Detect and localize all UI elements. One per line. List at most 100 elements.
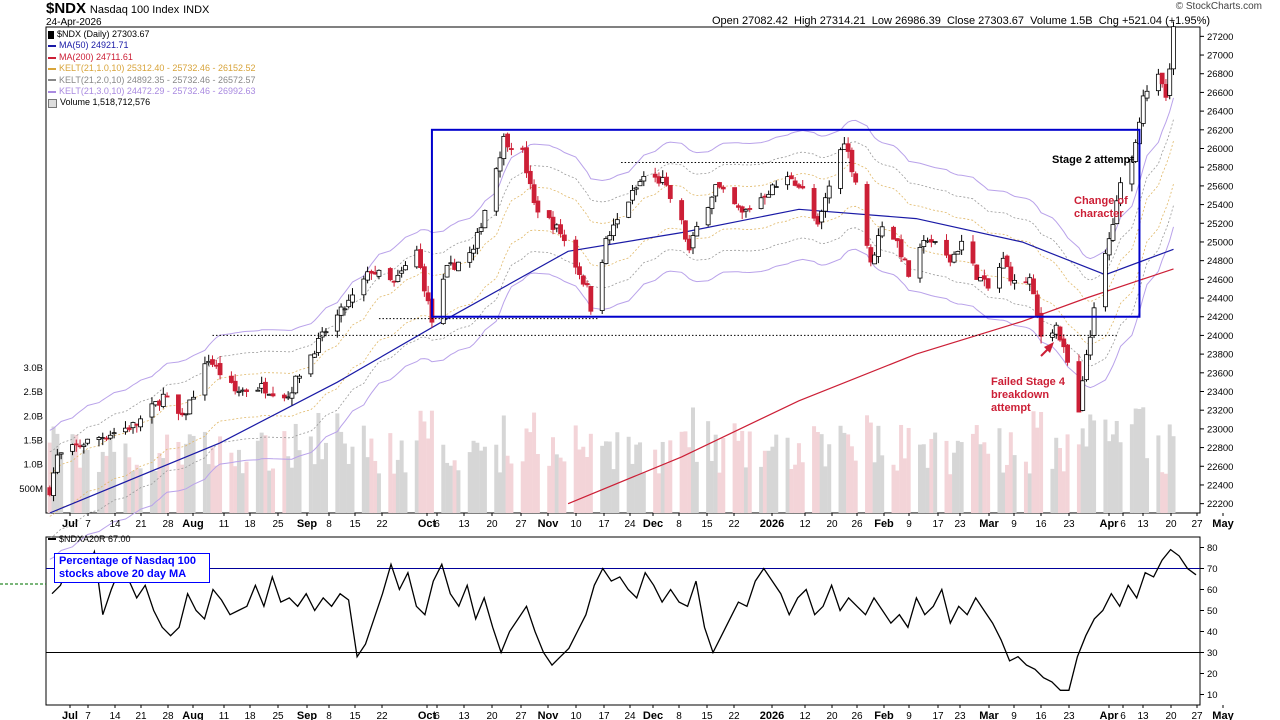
volume-bar xyxy=(1050,468,1055,513)
volume-bar xyxy=(1137,408,1142,513)
x-tick-label: 27 xyxy=(1191,711,1203,720)
candle-body xyxy=(853,173,859,183)
volume-tick-label: 1.5B xyxy=(23,436,43,447)
chart-title: $NDX Nasdaq 100 Index INDX xyxy=(46,0,209,17)
candle-body xyxy=(811,188,817,219)
y-tick-label: 26800 xyxy=(1207,69,1233,80)
candle-body xyxy=(1133,142,1139,162)
legend-swatch xyxy=(48,30,54,39)
candle-body xyxy=(550,216,556,230)
ma200-line xyxy=(567,268,1174,505)
candle-body xyxy=(917,247,923,279)
volume-bar xyxy=(218,436,223,513)
volume-bar xyxy=(664,463,669,513)
y-tick-label: 24600 xyxy=(1207,275,1233,286)
y-tick-label: 26200 xyxy=(1207,125,1233,136)
x-tick-label: 17 xyxy=(598,519,610,530)
volume-tick-label: 1.0B xyxy=(23,460,43,471)
volume-bar xyxy=(933,432,938,513)
candle-body xyxy=(838,149,843,189)
volume-bar xyxy=(558,457,563,513)
candle-body xyxy=(395,274,401,282)
volume-bar xyxy=(445,462,450,513)
volume-bar xyxy=(399,440,404,513)
keltner-channels xyxy=(49,97,1174,560)
y-tick-label: 23400 xyxy=(1207,387,1233,398)
candle-body xyxy=(1065,344,1070,363)
chg-label: Chg xyxy=(1098,15,1119,27)
price-legend: $NDX (Daily) 27303.67 MA(50) 24921.71 MA(2… xyxy=(48,29,255,109)
volume-bar xyxy=(853,460,858,513)
volume-bar xyxy=(600,445,605,513)
candle-body xyxy=(981,275,987,280)
candle-body xyxy=(611,224,616,237)
candle-body xyxy=(1087,336,1093,356)
volume-bar xyxy=(1129,424,1134,513)
volume-bar xyxy=(1114,420,1119,513)
candle-body xyxy=(361,278,367,296)
volume-bar xyxy=(339,431,344,513)
x-tick-label: 25 xyxy=(272,519,284,530)
consolidation-box xyxy=(430,128,1141,318)
candle-body xyxy=(875,235,881,257)
candle-body xyxy=(732,187,738,205)
x-tick-label: May xyxy=(1212,518,1234,530)
volume-bar xyxy=(1039,412,1044,513)
candle-body xyxy=(482,210,488,229)
legend-text: MA(200) 24711.61 xyxy=(59,51,133,62)
x-tick-label: 20 xyxy=(826,711,838,720)
volume-bar xyxy=(524,428,529,513)
x-tick-label: 6 xyxy=(1120,711,1126,720)
candle-body xyxy=(800,186,806,189)
volume-bar xyxy=(974,425,979,513)
x-tick-label: Dec xyxy=(643,710,663,720)
x-tick-label: 2026 xyxy=(760,518,784,530)
y-tick-label: 24000 xyxy=(1207,331,1233,342)
volume-bar xyxy=(577,449,582,513)
x-tick-label: 24 xyxy=(624,519,636,530)
volume-bar xyxy=(418,410,423,513)
y-tick-label: 26000 xyxy=(1207,144,1233,155)
keltner-band xyxy=(49,183,1174,517)
x-tick-label: 18 xyxy=(244,711,256,720)
volume-bar xyxy=(414,440,419,513)
volume-bar xyxy=(785,437,790,513)
volume-bar xyxy=(846,434,851,513)
legend-text: KELT(21,2.0,10) 24892.35 - 25732.46 - 26… xyxy=(59,74,256,85)
candle-body xyxy=(126,427,132,430)
volume-bar xyxy=(982,442,987,513)
volume-bar xyxy=(233,466,238,513)
candle-body xyxy=(792,180,798,186)
x-tick-label: Aug xyxy=(182,710,203,720)
candle-body xyxy=(573,239,579,268)
low-value: 26986.39 xyxy=(894,15,941,27)
candle-body xyxy=(1004,255,1010,268)
x-tick-label: 21 xyxy=(135,711,147,720)
x-tick-label: Feb xyxy=(874,710,894,720)
x-tick-label: 23 xyxy=(954,519,966,530)
legend-text: Volume 1,518,712,576 xyxy=(60,97,151,108)
candle-body xyxy=(652,173,658,178)
candle-body xyxy=(584,283,590,286)
volume-bar xyxy=(346,463,351,513)
volume-bar xyxy=(918,444,923,513)
volume-bar xyxy=(585,457,590,513)
ticker-symbol: $NDX xyxy=(46,0,87,17)
y-tick-label: 27000 xyxy=(1207,51,1233,62)
x-tick-label: 12 xyxy=(799,711,811,720)
volume-bar xyxy=(603,441,608,513)
volume-bar xyxy=(153,471,158,513)
volume-bar xyxy=(134,464,139,513)
volume-bar xyxy=(717,472,722,513)
candle-body xyxy=(191,396,196,400)
legend-item: KELT(21,2.0,10) 24892.35 - 25732.46 - 26… xyxy=(48,75,255,86)
volume-bar xyxy=(986,453,991,513)
chart-date: 24-Apr-2026 xyxy=(46,17,102,28)
candle-body xyxy=(944,239,949,256)
volume-bar xyxy=(376,473,381,513)
volume-bar xyxy=(85,449,90,513)
x-tick-label: 21 xyxy=(135,519,147,530)
volume-bar xyxy=(187,434,192,513)
legend-swatch xyxy=(48,56,56,59)
candle-body xyxy=(1103,252,1108,308)
